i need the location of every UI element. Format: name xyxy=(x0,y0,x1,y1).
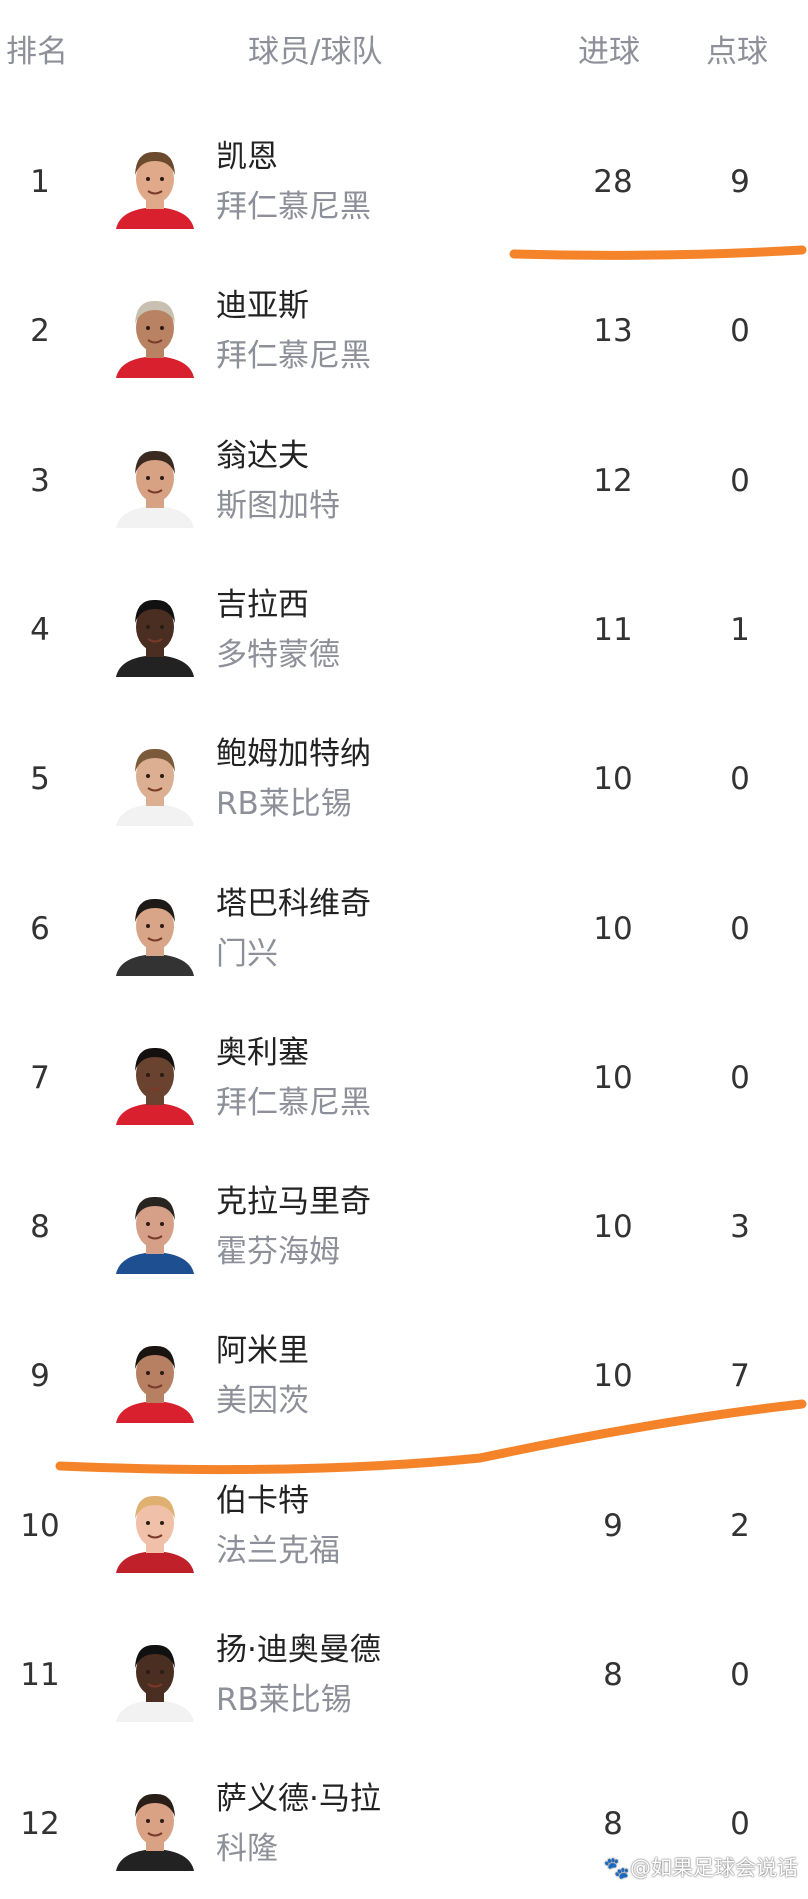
table-row[interactable]: 2 迪亚斯 拜仁慕尼黑 13 0 xyxy=(0,256,808,406)
player-name[interactable]: 伯卡特 xyxy=(216,1482,309,1519)
rank: 1 xyxy=(30,164,50,200)
table-row[interactable]: 5 鲍姆加特纳 RB莱比锡 10 0 xyxy=(0,704,808,854)
table-row[interactable]: 12 萨义德·马拉 科隆 8 0 xyxy=(0,1749,808,1899)
goals-value: 10 xyxy=(593,1209,633,1246)
team-name[interactable]: 拜仁慕尼黑 xyxy=(216,1084,371,1121)
team-name[interactable]: 霍芬海姆 xyxy=(216,1234,340,1271)
table-row[interactable]: 10 伯卡特 法兰克福 9 2 xyxy=(0,1451,808,1601)
player-name[interactable]: 吉拉西 xyxy=(216,586,309,623)
penalties-value: 0 xyxy=(730,910,750,947)
player-avatar xyxy=(116,1495,194,1573)
rank: 4 xyxy=(30,611,50,648)
player-name[interactable]: 扬·迪奥曼德 xyxy=(216,1632,381,1668)
player-name[interactable]: 萨义德·马拉 xyxy=(216,1781,381,1818)
team-name[interactable]: 门兴 xyxy=(216,935,278,972)
player-avatar xyxy=(116,1047,194,1125)
penalties-value: 0 xyxy=(730,1657,750,1693)
table-row[interactable]: 4 吉拉西 多特蒙德 11 1 xyxy=(0,555,808,705)
player-avatar xyxy=(116,301,194,379)
penalties-value: 9 xyxy=(730,164,750,200)
penalties-value: 0 xyxy=(730,1059,750,1096)
table-row[interactable]: 3 翁达夫 斯图加特 12 0 xyxy=(0,406,808,556)
player-name[interactable]: 迪亚斯 xyxy=(216,288,309,325)
penalties-value: 2 xyxy=(730,1507,750,1544)
rank: 3 xyxy=(30,462,50,499)
rank: 2 xyxy=(30,313,50,350)
goals-value: 11 xyxy=(593,611,633,648)
header-rank: 排名 xyxy=(6,34,68,70)
header-goals: 进球 xyxy=(578,34,640,70)
team-name[interactable]: 斯图加特 xyxy=(216,487,340,524)
table-row[interactable]: 9 阿米里 美因茨 10 7 xyxy=(0,1301,808,1451)
penalties-value: 0 xyxy=(730,761,750,798)
player-avatar xyxy=(116,151,194,229)
team-name[interactable]: 多特蒙德 xyxy=(216,636,340,673)
table-row[interactable]: 1 凯恩 拜仁慕尼黑 28 9 xyxy=(0,107,808,257)
header-player-team: 球员/球队 xyxy=(248,34,383,70)
goals-value: 9 xyxy=(603,1507,623,1544)
rank: 10 xyxy=(20,1507,60,1544)
player-name[interactable]: 翁达夫 xyxy=(216,437,309,474)
table-row[interactable]: 6 塔巴科维奇 门兴 10 0 xyxy=(0,854,808,1004)
player-avatar xyxy=(116,749,194,827)
header-penalties: 点球 xyxy=(706,34,768,70)
goals-value: 10 xyxy=(593,1358,633,1395)
penalties-value: 0 xyxy=(730,462,750,499)
player-avatar xyxy=(116,450,194,528)
player-name[interactable]: 凯恩 xyxy=(216,139,278,175)
player-avatar xyxy=(116,1644,194,1722)
table-row[interactable]: 8 克拉马里奇 霍芬海姆 10 3 xyxy=(0,1152,808,1302)
penalties-value: 7 xyxy=(730,1358,750,1395)
player-avatar xyxy=(116,1794,194,1872)
team-name[interactable]: 拜仁慕尼黑 xyxy=(216,189,371,225)
goals-value: 10 xyxy=(593,761,633,798)
goals-value: 28 xyxy=(593,164,633,200)
player-name[interactable]: 塔巴科维奇 xyxy=(216,885,371,922)
goals-value: 10 xyxy=(593,910,633,947)
penalties-value: 3 xyxy=(730,1209,750,1246)
paw-icon: 🐾 xyxy=(603,1856,630,1880)
rank: 12 xyxy=(20,1806,60,1843)
penalties-value: 1 xyxy=(730,611,750,648)
goals-value: 12 xyxy=(593,462,633,499)
team-name[interactable]: 科隆 xyxy=(216,1831,278,1868)
team-name[interactable]: 拜仁慕尼黑 xyxy=(216,338,371,375)
rank: 6 xyxy=(30,910,50,947)
goals-value: 8 xyxy=(603,1657,623,1693)
player-avatar xyxy=(116,599,194,677)
player-name[interactable]: 奥利塞 xyxy=(216,1034,309,1071)
goals-value: 13 xyxy=(593,313,633,350)
team-name[interactable]: 美因茨 xyxy=(216,1383,309,1420)
watermark: 🐾@如果足球会说话 xyxy=(603,1856,798,1880)
rank: 7 xyxy=(30,1059,50,1096)
rank: 8 xyxy=(30,1209,50,1246)
team-name[interactable]: RB莱比锡 xyxy=(216,786,352,823)
player-avatar xyxy=(116,1197,194,1275)
rank: 5 xyxy=(30,761,50,798)
rank: 9 xyxy=(30,1358,50,1395)
table-row[interactable]: 11 扬·迪奥曼德 RB莱比锡 8 0 xyxy=(0,1600,808,1750)
team-name[interactable]: 法兰克福 xyxy=(216,1532,340,1569)
goals-value: 8 xyxy=(603,1806,623,1843)
player-name[interactable]: 克拉马里奇 xyxy=(216,1184,371,1221)
player-name[interactable]: 鲍姆加特纳 xyxy=(216,736,371,773)
goals-value: 10 xyxy=(593,1059,633,1096)
player-avatar xyxy=(116,1346,194,1424)
penalties-value: 0 xyxy=(730,313,750,350)
rank: 11 xyxy=(20,1657,60,1693)
team-name[interactable]: RB莱比锡 xyxy=(216,1682,352,1718)
table-row[interactable]: 7 奥利塞 拜仁慕尼黑 10 0 xyxy=(0,1003,808,1153)
player-name[interactable]: 阿米里 xyxy=(216,1333,309,1370)
penalties-value: 0 xyxy=(730,1806,750,1843)
player-avatar xyxy=(116,898,194,976)
